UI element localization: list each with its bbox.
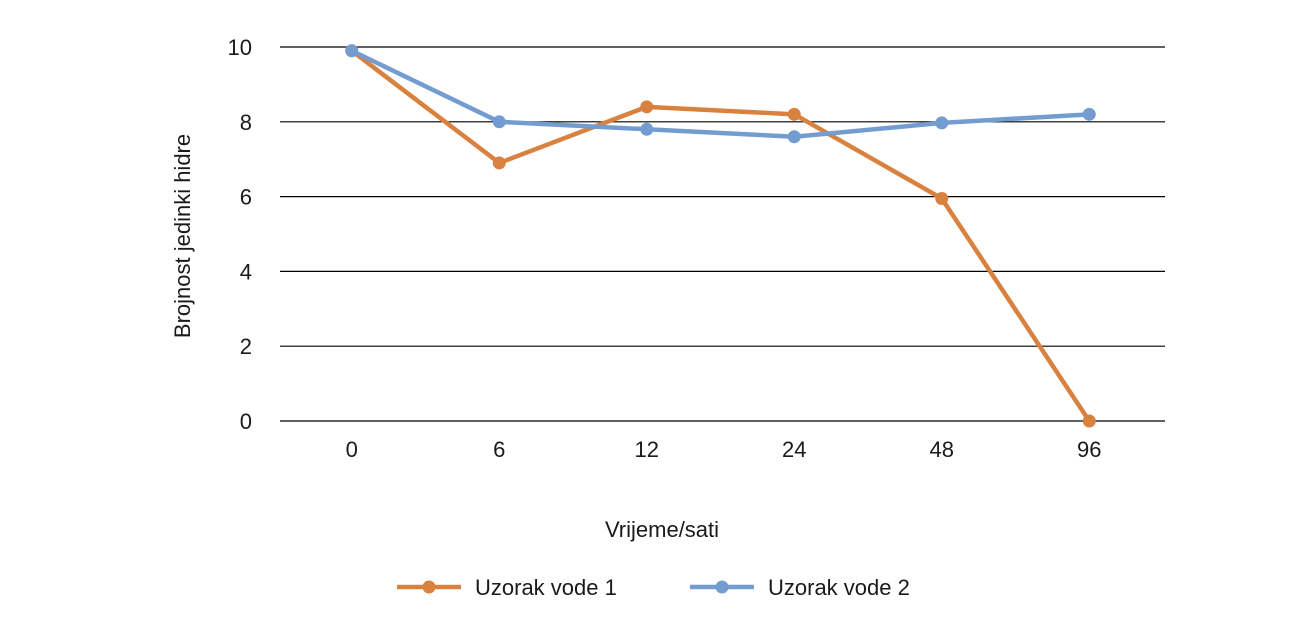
data-point <box>787 107 801 121</box>
data-point <box>935 191 949 205</box>
y-tick-label: 10 <box>228 35 252 60</box>
y-tick-label: 0 <box>240 409 252 434</box>
y-tick-label: 8 <box>240 110 252 135</box>
series <box>345 44 1096 428</box>
legend-item: Uzorak vode 1 <box>397 575 617 600</box>
legend-marker <box>422 580 436 594</box>
gridlines <box>280 46 1165 422</box>
y-tick-label: 2 <box>240 334 252 359</box>
legend-item: Uzorak vode 2 <box>690 575 910 600</box>
data-point <box>935 116 949 130</box>
x-tick-label: 6 <box>493 437 505 462</box>
y-tick-label: 6 <box>240 185 252 210</box>
legend-marker <box>715 580 729 594</box>
legend: Uzorak vode 1 Uzorak vode 2 <box>397 575 910 600</box>
data-point <box>1082 107 1096 121</box>
series-line <box>349 48 1092 424</box>
legend-label: Uzorak vode 1 <box>475 575 617 600</box>
series-2 <box>345 44 1096 144</box>
series-line <box>349 48 1092 140</box>
data-point <box>492 156 506 170</box>
data-point <box>787 130 801 144</box>
data-point <box>345 44 359 58</box>
x-tick-label: 12 <box>635 437 659 462</box>
x-axis-ticks: 0 6 12 24 48 96 <box>346 437 1102 462</box>
data-point <box>492 115 506 129</box>
data-point <box>640 122 654 136</box>
legend-label: Uzorak vode 2 <box>768 575 910 600</box>
data-point <box>1082 414 1096 428</box>
y-tick-label: 4 <box>240 259 252 284</box>
x-tick-label: 0 <box>346 437 358 462</box>
x-tick-label: 48 <box>930 437 954 462</box>
series-1 <box>345 44 1096 428</box>
y-axis-ticks: 0 2 4 6 8 10 <box>228 35 252 434</box>
data-point <box>640 100 654 114</box>
x-axis-title: Vrijeme/sati <box>605 517 719 542</box>
x-tick-label: 96 <box>1077 437 1101 462</box>
y-axis-title: Brojnost jedinki hidre <box>170 134 195 338</box>
x-tick-label: 24 <box>782 437 806 462</box>
